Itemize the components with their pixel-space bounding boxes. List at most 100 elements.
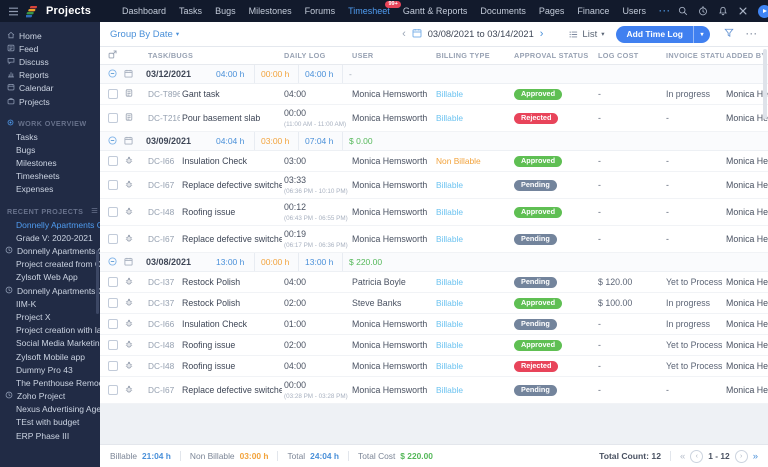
nav-item-dashboard[interactable]: Dashboard xyxy=(122,6,167,16)
notifications-bell-icon[interactable] xyxy=(718,6,728,16)
row-checkbox[interactable] xyxy=(108,340,118,350)
filter-icon[interactable] xyxy=(724,28,734,41)
first-page-button[interactable]: « xyxy=(679,450,686,462)
start-timer-button[interactable] xyxy=(757,4,768,18)
time-log-row[interactable]: DC-T896 Gant task 04:00 Monica Hemsworth Bil… xyxy=(100,84,768,105)
row-checkbox[interactable] xyxy=(108,319,118,329)
recent-project-item[interactable]: ERP Phase III xyxy=(16,430,70,441)
view-selector-dropdown[interactable]: List ▾ xyxy=(569,29,604,40)
date-range-label[interactable]: 03/08/2021 to 03/14/2021 xyxy=(427,29,534,39)
nav-item-finance[interactable]: Finance xyxy=(577,6,610,16)
item-name[interactable]: Roofing issue xyxy=(182,340,236,350)
time-log-row[interactable]: DC-T216 Pour basement slab 00:00 (11:00 AM … xyxy=(100,105,768,132)
collapse-group-icon[interactable] xyxy=(108,65,117,83)
column-header-log-cost[interactable]: LOG COST xyxy=(598,51,639,60)
item-name[interactable]: Replace defective switches xyxy=(182,234,282,244)
recent-project-item[interactable]: Grade V: 2020-2021 xyxy=(16,232,93,243)
column-header-billing-type[interactable]: BILLING TYPE xyxy=(436,51,490,60)
row-checkbox[interactable] xyxy=(108,234,118,244)
project-list-icon[interactable] xyxy=(91,207,98,216)
nav-item-forums[interactable]: Forums xyxy=(304,6,336,16)
row-checkbox[interactable] xyxy=(108,89,118,99)
row-checkbox[interactable] xyxy=(108,277,118,287)
hamburger-menu-icon[interactable] xyxy=(8,6,19,17)
recent-project-item[interactable]: The Penthouse Remod xyxy=(16,377,100,388)
previous-week-button[interactable]: ‹ xyxy=(402,28,406,40)
sidebar-item-projects[interactable]: Projects xyxy=(0,95,100,108)
column-header-daily-log[interactable]: DAILY LOG xyxy=(284,51,326,60)
time-log-row[interactable]: DC-I48 Roofing issue 04:00 Monica Hemsworth… xyxy=(100,356,768,377)
timer-icon[interactable] xyxy=(698,6,708,16)
date-group-row[interactable]: 03/09/2021 04:04 h 03:00 h 07:04 h $ 0.00 xyxy=(100,132,768,151)
item-name[interactable]: Restock Polish xyxy=(182,298,241,308)
recent-project-item[interactable]: Zylsoft Mobile app xyxy=(16,351,85,362)
sidebar-scrollbar[interactable] xyxy=(96,250,99,314)
next-week-button[interactable]: › xyxy=(539,28,544,40)
nav-item-bugs[interactable]: Bugs xyxy=(215,6,236,16)
recent-project-item[interactable]: Social Media Marketing xyxy=(16,338,100,349)
sidebar-item-tasks[interactable]: Tasks xyxy=(16,131,38,142)
recent-project-item[interactable]: Zoho Project xyxy=(0,390,100,403)
item-name[interactable]: Insulation Check xyxy=(182,319,248,329)
item-name[interactable]: Roofing issue xyxy=(182,361,236,371)
tools-icon[interactable] xyxy=(738,6,748,16)
time-log-row[interactable]: DC-I66 Insulation Check 03:00 Monica Hemswo… xyxy=(100,151,768,172)
recent-project-item[interactable]: Zylsoft Web App xyxy=(16,272,78,283)
recent-project-item[interactable]: IIM-K xyxy=(16,298,37,309)
nav-item-more[interactable]: ··· xyxy=(658,6,671,16)
item-name[interactable]: Pour basement slab xyxy=(182,113,261,123)
nav-item-users[interactable]: Users xyxy=(622,6,646,16)
nav-item-pages[interactable]: Pages xyxy=(538,6,565,16)
column-header-approval-status[interactable]: APPROVAL STATUS xyxy=(514,51,589,60)
sidebar-item-discuss[interactable]: Discuss xyxy=(0,55,100,68)
nav-item-documents[interactable]: Documents xyxy=(480,6,526,16)
time-log-row[interactable]: DC-I37 Restock Polish 04:00 Patricia Boyle B… xyxy=(100,272,768,293)
group-by-dropdown[interactable]: Group By Date ▾ xyxy=(110,28,180,40)
time-log-row[interactable]: DC-I66 Insulation Check 01:00 Monica Hemswo… xyxy=(100,314,768,335)
time-log-row[interactable]: DC-I67 Replace defective switches 03:33 (06… xyxy=(100,172,768,199)
recent-project-item[interactable]: TEst with budget xyxy=(16,417,80,428)
expand-all-icon[interactable] xyxy=(100,50,146,61)
time-log-row[interactable]: DC-I48 Roofing issue 00:12 (06:43 PM - 06:5… xyxy=(100,199,768,226)
add-time-log-button[interactable]: Add Time Log ▾ xyxy=(616,25,710,43)
nav-item-timesheet[interactable]: Timesheet 99+ xyxy=(348,1,401,16)
time-log-row[interactable]: DC-I67 Replace defective switches 00:19 (06… xyxy=(100,226,768,253)
item-name[interactable]: Restock Polish xyxy=(182,277,241,287)
item-name[interactable]: Replace defective switches xyxy=(182,385,282,395)
more-options-icon[interactable]: ··· xyxy=(746,29,758,39)
time-log-row[interactable]: DC-I37 Restock Polish 02:00 Steve Banks Bill… xyxy=(100,293,768,314)
recent-project-item[interactable]: Project created from C xyxy=(16,259,100,270)
sidebar-item-milestones[interactable]: Milestones xyxy=(16,158,57,169)
table-scrollbar[interactable] xyxy=(763,49,767,442)
row-checkbox[interactable] xyxy=(108,180,118,190)
last-page-button[interactable]: » xyxy=(752,450,758,462)
recent-project-item[interactable]: Project X xyxy=(16,311,51,322)
zoho-projects-logo-icon[interactable] xyxy=(26,5,39,18)
column-header-added-by[interactable]: ADDED BY xyxy=(726,51,767,60)
search-icon[interactable] xyxy=(678,6,688,16)
column-header-user[interactable]: USER xyxy=(352,51,374,60)
sidebar-item-feed[interactable]: Feed xyxy=(0,42,100,55)
recent-project-item[interactable]: Donnelly Apartments C xyxy=(0,284,100,297)
sidebar-item-reports[interactable]: Reports xyxy=(0,69,100,82)
sidebar-item-calendar[interactable]: Calendar xyxy=(0,82,100,95)
collapse-group-icon[interactable] xyxy=(108,253,117,271)
nav-item-gantt-reports[interactable]: Gantt & Reports xyxy=(402,6,468,16)
row-checkbox[interactable] xyxy=(108,298,118,308)
sidebar-item-bugs[interactable]: Bugs xyxy=(16,144,36,155)
collapse-group-icon[interactable] xyxy=(108,132,117,150)
recent-project-item[interactable]: Nexus Advertising Age xyxy=(16,404,100,415)
column-header-task-bugs[interactable]: TASK/BUGS xyxy=(148,51,194,60)
next-page-button[interactable]: › xyxy=(734,449,748,463)
time-log-row[interactable]: DC-I67 Replace defective switches 00:00 (03… xyxy=(100,377,768,404)
calendar-picker-icon[interactable] xyxy=(412,28,422,41)
item-name[interactable]: Roofing issue xyxy=(182,207,236,217)
date-group-row[interactable]: 03/12/2021 04:00 h 00:00 h 04:00 h- xyxy=(100,65,768,84)
item-name[interactable]: Gant task xyxy=(182,89,220,99)
recent-project-item[interactable]: Dummy Pro 43 xyxy=(16,364,73,375)
row-checkbox[interactable] xyxy=(108,361,118,371)
row-checkbox[interactable] xyxy=(108,113,118,123)
recent-project-item[interactable]: Donnelly Apartments C xyxy=(0,244,100,257)
row-checkbox[interactable] xyxy=(108,156,118,166)
previous-page-button[interactable]: ‹ xyxy=(690,449,704,463)
